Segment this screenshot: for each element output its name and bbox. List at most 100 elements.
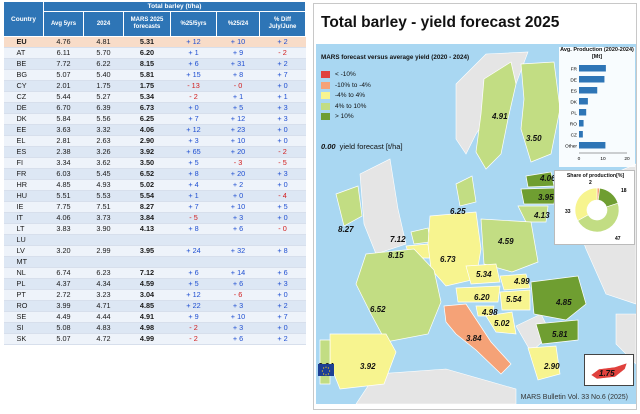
production-bar-chart: Avg. Production (2020-2024) [Mt] FR DE ES D… (559, 47, 635, 167)
cell-p5: + 6 (170, 58, 217, 70)
pie-slice-label: 33 (565, 209, 571, 215)
country-IE (335, 185, 363, 227)
cell-f25: 3.04 (123, 289, 171, 301)
cell-y24: 3.73 (83, 212, 124, 224)
pie-chart-title: Share of production[%] (566, 173, 625, 179)
header-country: Country (3, 1, 44, 37)
cell-p5: + 7 (170, 201, 217, 213)
cell-p5: + 7 (170, 113, 217, 125)
cell-p24: + 14 (216, 267, 260, 279)
country-FR (355, 248, 442, 343)
cell-p24: + 10 (216, 135, 260, 147)
cell-avg: 4.76 (43, 36, 84, 48)
country-RO (530, 275, 587, 321)
eu-countries (319, 61, 587, 390)
cell-avg: 5.07 (43, 333, 84, 345)
cell-avg: 5.44 (43, 91, 84, 103)
cell-p24: + 6 (216, 223, 260, 235)
pie-slice (577, 202, 620, 233)
header-col-0: Avg 5yrs (43, 11, 84, 37)
cell-y24 (83, 256, 124, 268)
cell-f25: 8.15 (123, 58, 171, 70)
cell-c: PL (3, 278, 44, 290)
cell-y24: 3.62 (83, 157, 124, 169)
cell-p24: + 20 (216, 168, 260, 180)
cell-p5: + 12 (170, 36, 217, 48)
legend-swatch (321, 71, 330, 78)
africa-land (355, 368, 517, 404)
country-CZ (465, 263, 501, 285)
cell-d (259, 256, 306, 268)
cell-f25: 4.59 (123, 278, 171, 290)
cell-p5: + 1 (170, 190, 217, 202)
cell-p5: + 8 (170, 168, 217, 180)
legend-item: -4% to 4% (321, 92, 365, 99)
map-title: Total barley - yield forecast 2025 (321, 14, 560, 31)
map-label-LV: 3.95 (538, 193, 554, 202)
cell-c: HU (3, 190, 44, 202)
cell-y24: 6.39 (83, 102, 124, 114)
cell-y24: 4.34 (83, 278, 124, 290)
bar-category-label: ES (571, 89, 577, 95)
cell-y24: 3.90 (83, 223, 124, 235)
pie-slice (574, 187, 598, 222)
cell-f25: 5.02 (123, 179, 171, 191)
legend-item: < -10% (321, 71, 356, 78)
cell-y24: 5.45 (83, 168, 124, 180)
table-row: EE 3.63 3.32 4.06 + 12 + 23 + 0 (3, 124, 306, 136)
table-row: EU 4.76 4.81 5.31 + 12 + 10 + 2 (3, 36, 306, 48)
yield-note: 0.00 yield forecast [t/ha] (321, 142, 403, 151)
cell-f25: 6.52 (123, 168, 171, 180)
bar-x-tick: 0 (578, 156, 581, 162)
cell-d: + 8 (259, 245, 306, 257)
cell-avg: 3.83 (43, 223, 84, 235)
map-label-NL: 7.12 (390, 235, 406, 244)
table-row: AT 6.11 5.70 6.20 + 1 + 9- 2 (3, 47, 306, 59)
table-row: IT 4.06 3.73 3.84- 5 + 3 + 0 (3, 212, 306, 224)
cell-y24: 3.32 (83, 124, 124, 136)
cell-avg: 4.85 (43, 179, 84, 191)
cell-p5: + 22 (170, 300, 217, 312)
cell-c: EE (3, 124, 44, 136)
legend-label: > 10% (335, 113, 354, 121)
table-row: DE 6.70 6.39 6.73 + 0 + 5 + 3 (3, 102, 306, 114)
yield-table: Country Total barley (t/ha) Avg 5yrs 2024… (3, 1, 307, 345)
country-EL (527, 345, 561, 381)
country-SK (499, 273, 531, 291)
legend-swatch (321, 92, 330, 99)
cell-y24: 4.44 (83, 311, 124, 323)
cell-c: EU (3, 36, 44, 48)
cell-avg: 2.01 (43, 80, 84, 92)
cell-c: IE (3, 201, 44, 213)
cell-f25: 3.92 (123, 146, 171, 158)
header-col-3: %25/5yrs (170, 11, 217, 37)
cell-y24: 5.27 (83, 91, 124, 103)
bar-PL (579, 109, 587, 116)
table-row: CY 2.01 1.75 1.75- 13- 0 + 0 (3, 80, 306, 92)
cell-p24: + 5 (216, 102, 260, 114)
cell-c: AT (3, 47, 44, 59)
cell-d: - 2 (259, 146, 306, 158)
country-BG (535, 319, 579, 345)
cell-p24 (216, 234, 260, 246)
cell-p5: + 24 (170, 245, 217, 257)
legend-title: MARS forecast versus average yield (2020… (321, 54, 470, 61)
cell-avg: 2.81 (43, 135, 84, 147)
table-row: SE 4.49 4.44 4.91 + 9 + 10 + 7 (3, 311, 306, 323)
cell-avg: 6.70 (43, 102, 84, 114)
cell-y24: 5.53 (83, 190, 124, 202)
cell-avg: 5.51 (43, 190, 84, 202)
cell-f25: 4.99 (123, 333, 171, 345)
cell-p24: + 32 (216, 245, 260, 257)
cell-avg: 3.63 (43, 124, 84, 136)
cell-f25: 6.20 (123, 47, 171, 59)
map-label-EL: 2.90 (543, 362, 560, 371)
cell-c: BG (3, 69, 44, 81)
table-row: SI 5.08 4.83 4.98- 2 + 3 + 0 (3, 322, 306, 334)
cell-c: DE (3, 102, 44, 114)
cell-d: + 6 (259, 267, 306, 279)
table-row: LU (3, 234, 306, 246)
cell-c: RO (3, 300, 44, 312)
cell-d: + 0 (259, 179, 306, 191)
cell-p5: - 2 (170, 91, 217, 103)
